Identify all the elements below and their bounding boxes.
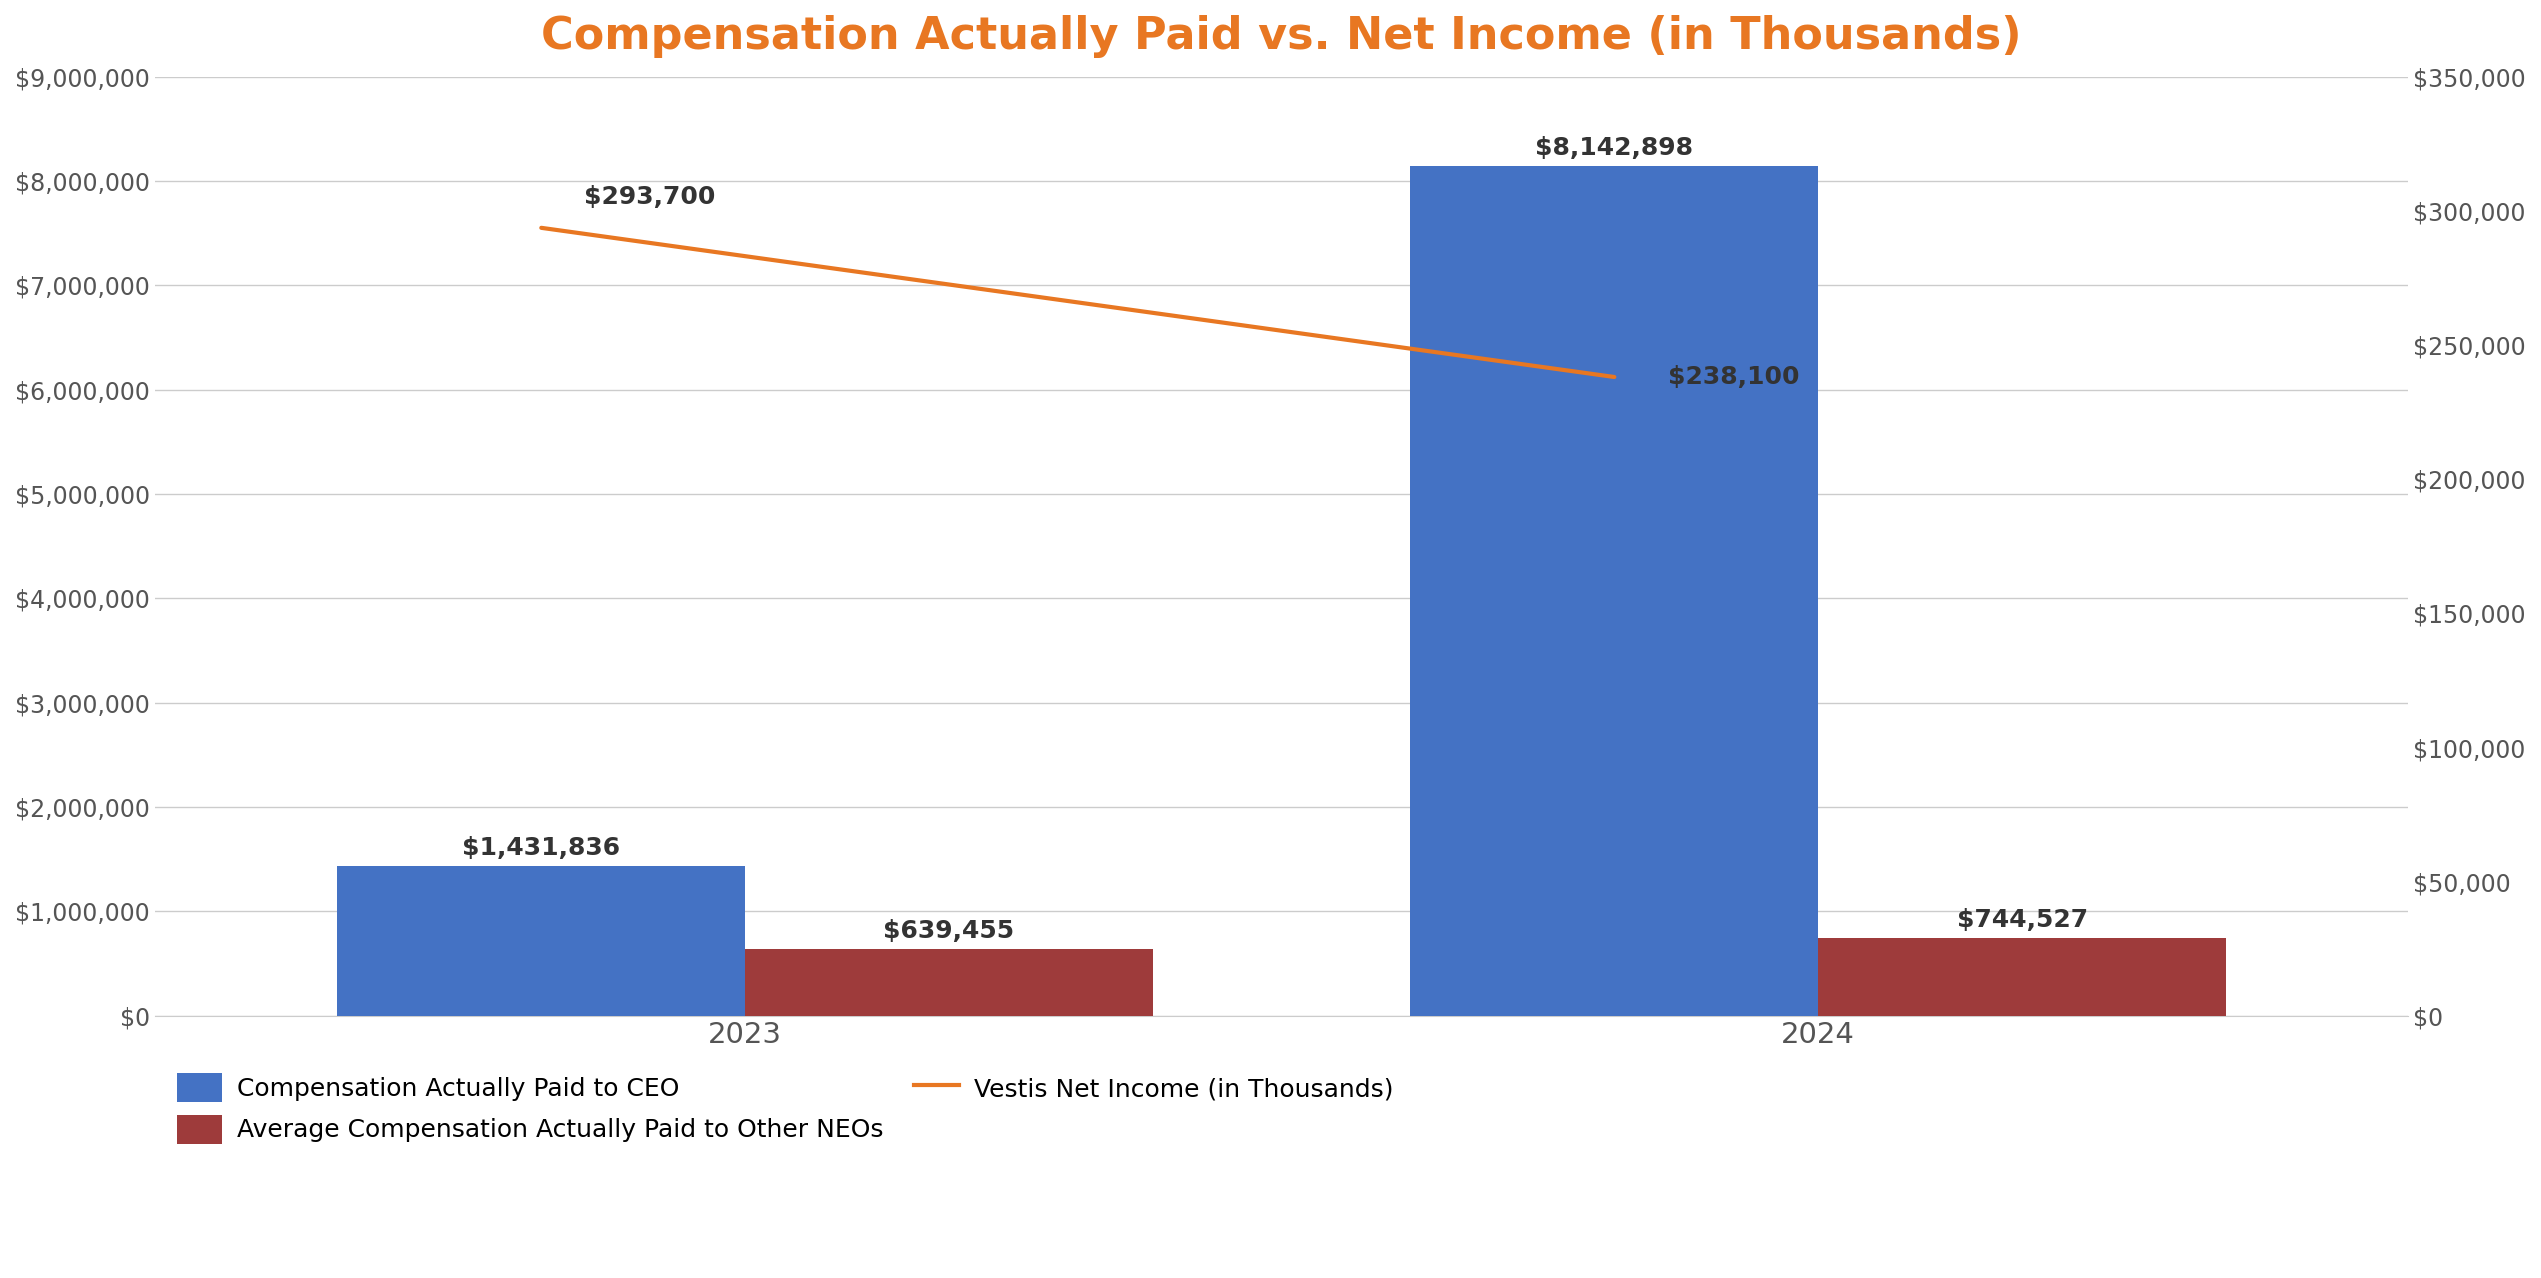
Title: Compensation Actually Paid vs. Net Income (in Thousands): Compensation Actually Paid vs. Net Incom… [541, 15, 2023, 58]
Vestis Net Income (in Thousands) [1598, 369, 1629, 385]
Bar [338, 866, 745, 1016]
Text: $1,431,836: $1,431,836 [462, 836, 620, 860]
Vestis Net Income (in Thousands) [526, 220, 556, 235]
Bar [1819, 938, 2226, 1016]
Text: $744,527: $744,527 [1957, 907, 2089, 932]
Legend: Compensation Actually Paid to CEO, Average Compensation Actually Paid to Other N: Compensation Actually Paid to CEO, Avera… [168, 1063, 1403, 1154]
Text: $238,100: $238,100 [1667, 366, 1799, 389]
Line: Vestis Net Income (in Thousands): Vestis Net Income (in Thousands) [541, 227, 1614, 377]
Bar [1410, 166, 1819, 1016]
Text: $293,700: $293,700 [584, 185, 717, 210]
Text: $8,142,898: $8,142,898 [1535, 135, 1692, 160]
Text: $639,455: $639,455 [884, 919, 1014, 943]
Bar [745, 950, 1154, 1016]
